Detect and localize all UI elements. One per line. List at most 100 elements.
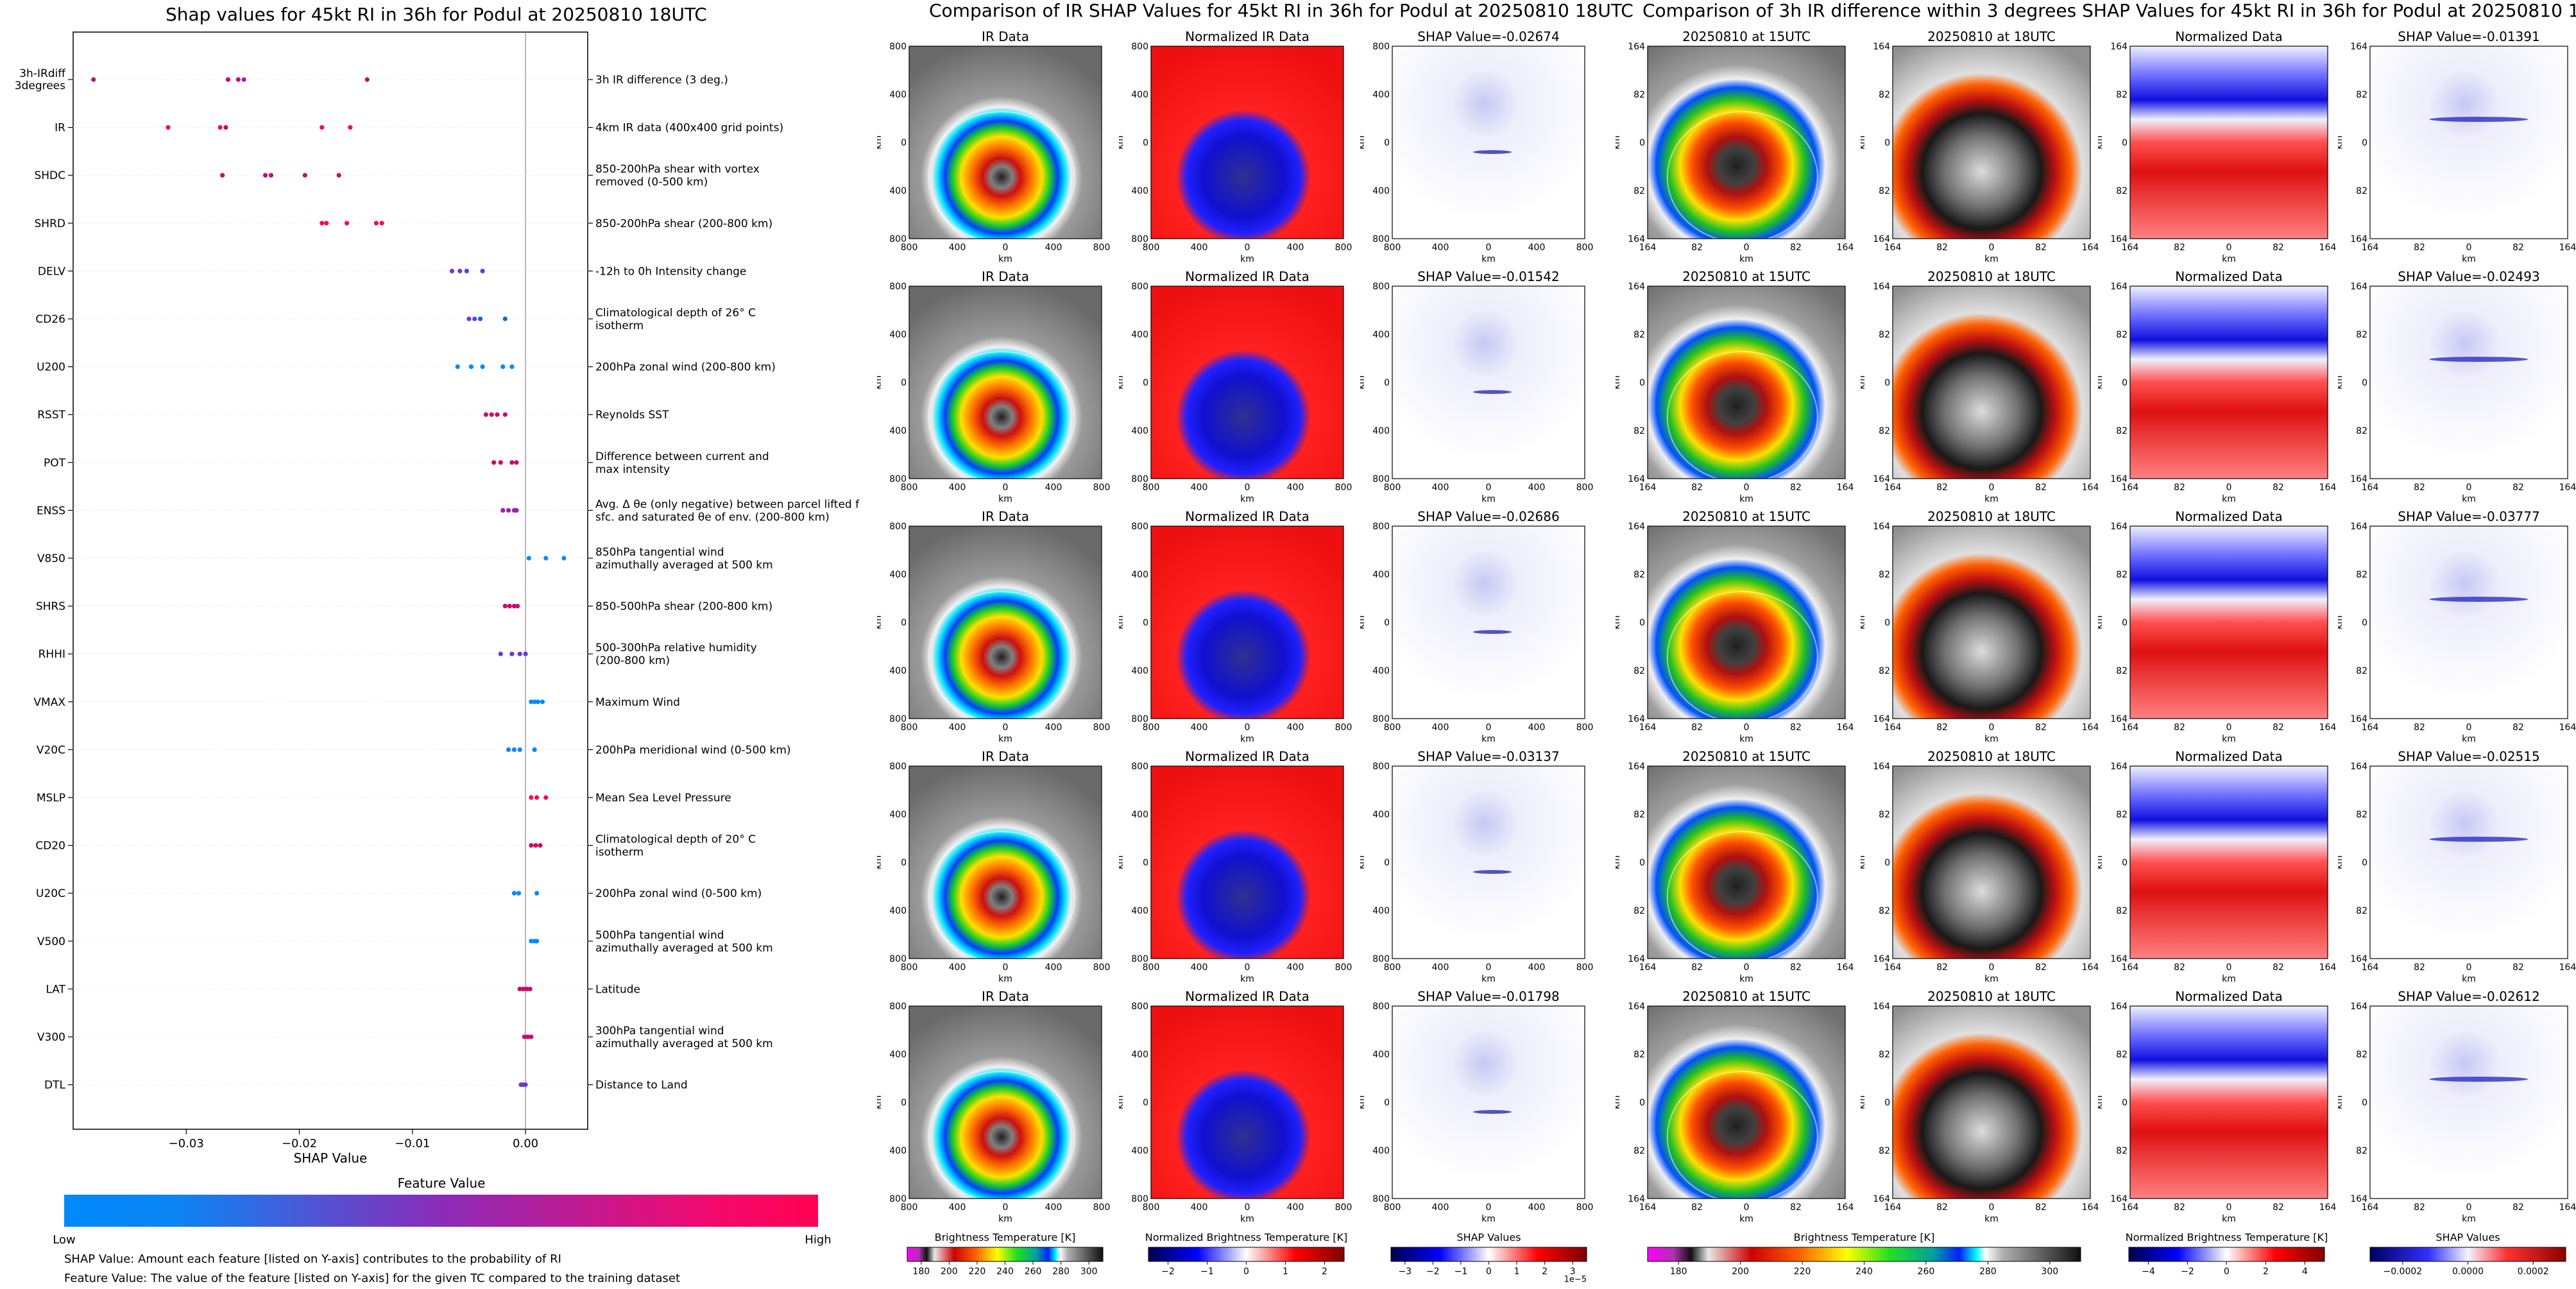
- panel-frame: [1892, 46, 2091, 239]
- x-tick-label: 164: [1639, 482, 1657, 493]
- x-tick-label: 800: [1576, 962, 1594, 973]
- x-tick-label: 0: [1245, 1202, 1250, 1213]
- y-tick-label: 164: [2350, 282, 2367, 292]
- y-tick-label: 164: [1873, 1002, 1890, 1012]
- y-tick-label: 800: [889, 762, 907, 772]
- x-tick-label: 82: [2512, 962, 2524, 973]
- x-tick-label: 164: [1639, 962, 1657, 973]
- shap-point: [538, 843, 543, 848]
- shap-point: [535, 699, 541, 704]
- y-tick-label: 800: [1372, 234, 1390, 244]
- y-tick-label: 400: [889, 1146, 907, 1156]
- y-tick-label: 0: [2122, 378, 2128, 388]
- y-tick-label: 82: [2116, 810, 2128, 820]
- x-tick-label: 0: [2466, 482, 2472, 493]
- shap-x-axis-label: SHAP Value: [294, 1150, 368, 1166]
- shap-point: [263, 173, 268, 178]
- y-tick-label: 82: [1879, 186, 1890, 196]
- image-panel: Normalized Data1641648282008282164164kmk…: [2098, 509, 2336, 744]
- feature-name: SHRD: [35, 218, 65, 230]
- shap-point: [525, 1034, 531, 1039]
- x-tick-label: 82: [2035, 722, 2047, 733]
- y-tick-label: 82: [1633, 570, 1645, 580]
- y-tick-label: 800: [1372, 1194, 1390, 1204]
- y-tick-label: 164: [2350, 762, 2367, 772]
- panel-title: Normalized IR Data: [1185, 29, 1309, 44]
- colorbar-tick-label: 4: [2302, 1267, 2308, 1277]
- feature-name: SHDC: [34, 169, 65, 182]
- y-axis-label: km: [1119, 375, 1125, 389]
- y-tick-label: 164: [1628, 1194, 1645, 1204]
- feature-name: SHRS: [36, 601, 65, 613]
- panel-title: SHAP Value=-0.02686: [1417, 509, 1559, 524]
- y-axis-label: km: [1119, 1095, 1125, 1109]
- x-tick-label: 82: [2273, 962, 2284, 973]
- x-tick-label: 800: [901, 722, 918, 733]
- shap-plot-frame: [73, 31, 588, 1130]
- colorbar-tick-label: 200: [1732, 1267, 1749, 1277]
- x-axis-label: km: [1739, 734, 1753, 744]
- x-tick-label: 400: [1432, 1202, 1449, 1213]
- panel-frame: [1647, 286, 1846, 479]
- y-tick-label: 0: [2362, 1098, 2367, 1108]
- y-tick-label: 800: [1372, 762, 1390, 772]
- y-axis-label: km: [1861, 855, 1867, 869]
- shap-point: [511, 891, 517, 896]
- shap-point: [523, 1082, 528, 1088]
- x-tick-label: 0: [2226, 722, 2232, 733]
- x-tick-label: 0: [1003, 482, 1009, 493]
- panel-title: Normalized IR Data: [1185, 989, 1309, 1004]
- y-tick-label: 400: [889, 666, 907, 676]
- shap-point: [91, 77, 96, 82]
- x-tick-label: 164: [1884, 962, 1902, 973]
- image-colorbar: Normalized Brightness Temperature [K] −2 −…: [1145, 1231, 1348, 1277]
- y-tick-label: 164: [2350, 474, 2367, 484]
- y-tick-label: 82: [2356, 330, 2367, 340]
- x-tick-label: 82: [2414, 482, 2425, 493]
- feature-name: DELV: [38, 265, 65, 278]
- panel-frame: [1892, 286, 2091, 479]
- image-panel: 20250810 at 15UTC1641648282008282164164k…: [1616, 269, 1854, 504]
- y-tick-label: 400: [1372, 90, 1390, 100]
- y-tick-label: 82: [2356, 426, 2367, 436]
- colorbar-tick-label: 3: [1570, 1267, 1576, 1277]
- y-tick-label: 82: [1633, 186, 1645, 196]
- panel-image: [1392, 526, 1585, 719]
- y-tick-label: 0: [1884, 138, 1890, 148]
- x-tick-label: 164: [2559, 962, 2576, 973]
- shap-point: [344, 221, 350, 226]
- x-tick-label: 82: [2174, 482, 2185, 493]
- x-tick-label: 800: [1143, 243, 1160, 253]
- x-tick-label: 400: [1528, 482, 1546, 493]
- x-tick-label: 82: [2035, 962, 2047, 973]
- x-tick-label: 0: [1486, 482, 1492, 493]
- x-tick-label: 400: [1432, 722, 1449, 733]
- x-tick-label: 164: [2362, 722, 2379, 733]
- panel-image: [1151, 526, 1343, 719]
- shap-point: [517, 747, 522, 752]
- y-axis-label: km: [1616, 135, 1622, 149]
- colorbar-tick-label: −0.0002: [2383, 1267, 2422, 1277]
- x-axis-label: km: [1739, 254, 1753, 264]
- x-tick-label: 0: [1245, 962, 1250, 973]
- panel-image: [1151, 286, 1343, 479]
- y-tick-label: 400: [1131, 810, 1148, 820]
- y-axis-label: km: [877, 135, 883, 149]
- x-axis-label: km: [1984, 254, 1999, 264]
- image-colorbar: Normalized Brightness Temperature [K] −4 −…: [2126, 1231, 2328, 1277]
- colorbar-tick-label: −4: [2142, 1267, 2155, 1277]
- panel-title: Normalized Data: [2175, 989, 2283, 1004]
- x-tick-label: 400: [949, 482, 966, 493]
- y-tick-label: 0: [1639, 858, 1645, 868]
- shap-point: [529, 1034, 534, 1039]
- y-tick-label: 164: [1628, 522, 1645, 532]
- x-tick-label: 82: [1936, 962, 1948, 973]
- shap-point: [524, 986, 529, 991]
- x-tick-label: 800: [1093, 243, 1111, 253]
- panel-frame: [2369, 765, 2568, 959]
- y-tick-label: 400: [1372, 810, 1390, 820]
- shap-point: [498, 651, 503, 656]
- panel-title: 20250810 at 15UTC: [1682, 989, 1811, 1004]
- y-tick-label: 0: [901, 618, 907, 628]
